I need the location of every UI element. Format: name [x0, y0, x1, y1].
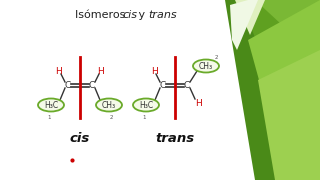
Text: C: C — [184, 80, 190, 89]
Text: C: C — [65, 80, 71, 89]
Ellipse shape — [38, 98, 64, 111]
Text: Isómeros: Isómeros — [75, 10, 129, 20]
Text: cis: cis — [70, 132, 90, 145]
Text: H: H — [195, 98, 201, 107]
Text: H₃C: H₃C — [139, 100, 153, 109]
Polygon shape — [240, 0, 320, 100]
Text: C: C — [89, 80, 95, 89]
Ellipse shape — [96, 98, 122, 111]
Polygon shape — [248, 0, 320, 130]
Text: H₃C: H₃C — [44, 100, 58, 109]
Text: trans: trans — [148, 10, 177, 20]
Polygon shape — [235, 0, 265, 35]
Text: 1: 1 — [47, 115, 51, 120]
Text: 2: 2 — [109, 115, 113, 120]
Polygon shape — [255, 0, 320, 60]
Text: cis: cis — [122, 10, 137, 20]
Ellipse shape — [193, 60, 219, 73]
Text: CH₃: CH₃ — [199, 62, 213, 71]
Text: H: H — [56, 66, 62, 75]
Polygon shape — [225, 0, 320, 180]
Text: 2: 2 — [214, 55, 218, 60]
Text: y: y — [135, 10, 148, 20]
Polygon shape — [230, 0, 258, 50]
Text: 1: 1 — [142, 115, 146, 120]
Text: trans: trans — [156, 132, 195, 145]
Text: H: H — [98, 66, 104, 75]
Text: C: C — [160, 80, 166, 89]
Text: H: H — [151, 66, 157, 75]
Ellipse shape — [133, 98, 159, 111]
Text: CH₃: CH₃ — [102, 100, 116, 109]
Polygon shape — [258, 50, 320, 180]
